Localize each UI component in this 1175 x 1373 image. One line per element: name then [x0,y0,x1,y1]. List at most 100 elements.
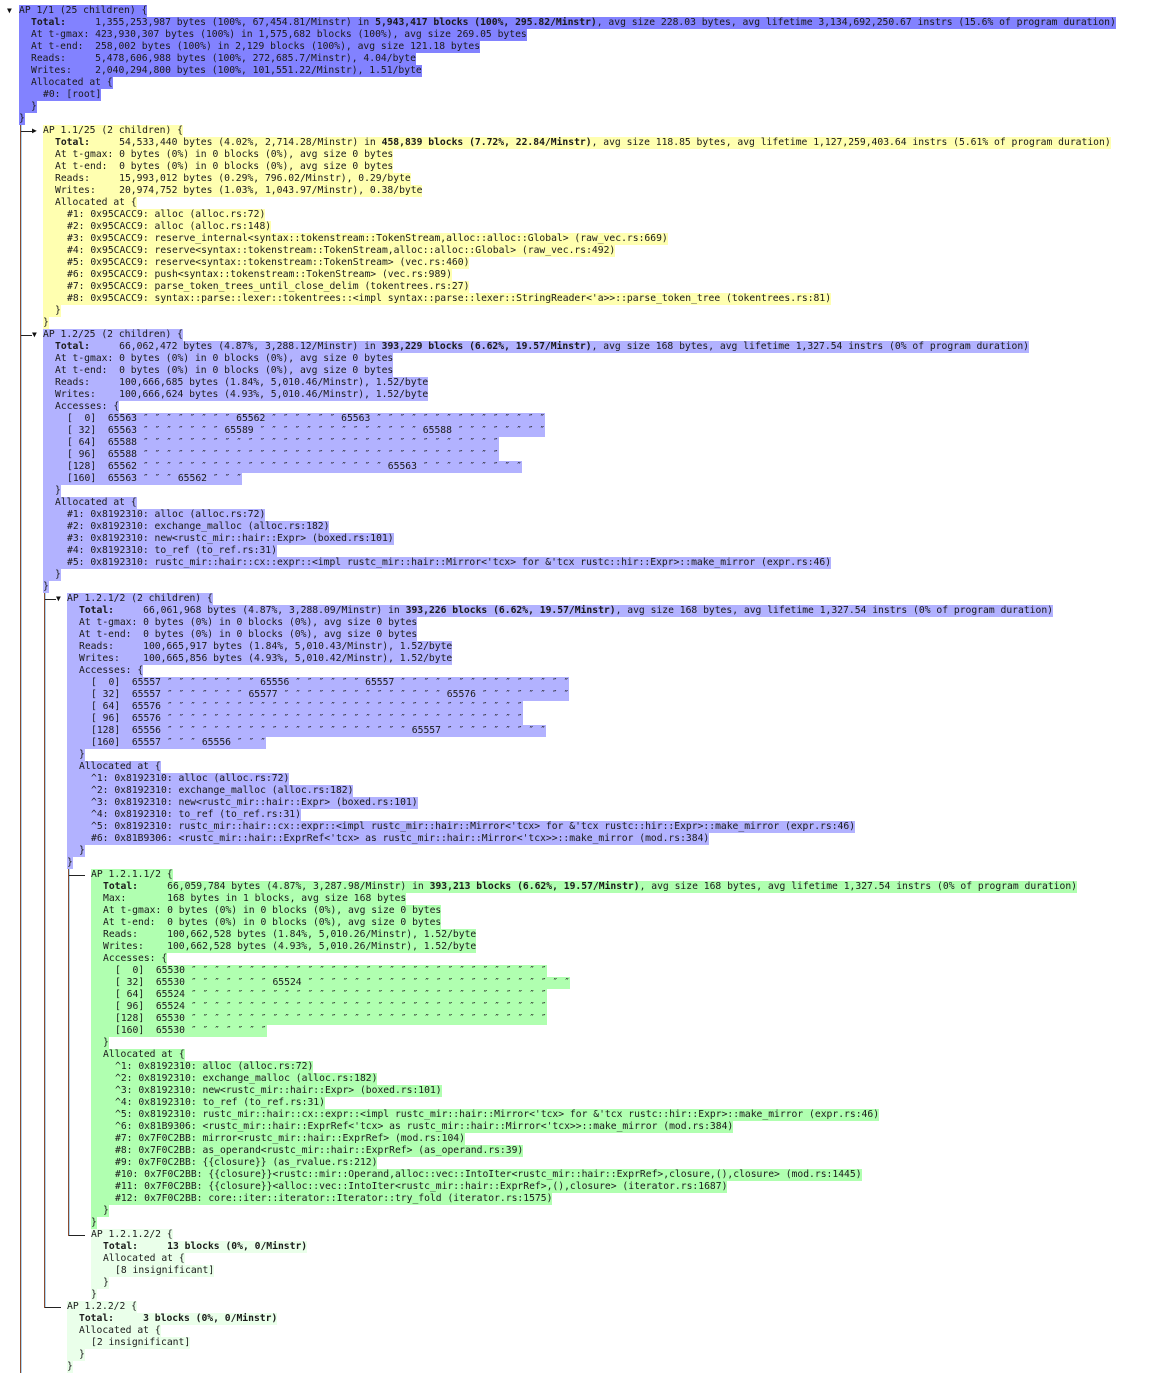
line-row: AP 1/1 (25 children) { [19,5,1116,17]
expand-toggle-icon[interactable]: ▼ [32,330,37,339]
line-row: [ 32] 65563 ″ ″ ″ ″ ″ ″ ″ 65589 ″ ″ ″ ″ ″… [43,425,1116,437]
stack-frame: ^1: 0x8192310: alloc (alloc.rs:72) [91,773,290,784]
line-row: AP 1.2.1/2 (2 children) { [67,593,1116,605]
reads-value: 15,993,012 bytes (0.29%, 796.02/Minstr),… [119,173,411,184]
tend-value: 0 bytes (0%) in 0 blocks (0%), avg size … [119,161,394,172]
brace: } [31,101,37,112]
node-header-label[interactable]: AP 1/1 (25 children) { [19,5,148,16]
total-bytes: 66,061,968 bytes (4.87%, 3,288.09/Minstr… [143,605,406,616]
gmax-label: At t-gmax: [79,617,138,628]
node-content: AP 1.2.1.1/2 {Total: 66,059,784 bytes (4.… [67,869,1116,1229]
allocated-label: Allocated at { [55,197,137,208]
accesses-close: } [43,485,61,497]
access-offset: [128] [115,1013,145,1024]
line-row: [ 96] 65524 ″ ″ ″ ″ ″ ″ ″ ″ ″ ″ ″ ″ ″ ″ ″… [91,1001,1116,1013]
node-header-label[interactable]: AP 1.1/25 (2 children) { [43,125,183,136]
stack-frame: #7: 0x95CACC9: parse_token_trees_until_c… [67,281,470,292]
gmax-label: At t-gmax: [55,149,114,160]
writes-row: Writes: 100,665,856 bytes (4.93%, 5,010.4… [67,653,453,665]
line-row: Accesses: { [43,401,1116,413]
access-offset: [ 0] [67,413,97,424]
line-row: #5: 0x95CACC9: reserve<syntax::tokenstre… [43,257,1116,269]
line-row: #12: 0x7F0C2BB: core::iter::iterator::It… [91,1193,1116,1205]
line-row: AP 1.2.2/2 { [67,1301,1116,1313]
allocated-label: Allocated at { [79,1325,161,1336]
allocated-header: Allocated at { [67,1325,161,1337]
node-header-label[interactable]: AP 1.2.1/2 (2 children) { [67,593,213,604]
node-header-label[interactable]: AP 1.2.1.1/2 { [91,869,173,880]
total-bytes: 66,062,472 bytes (4.87%, 3,288.12/Minstr… [119,341,382,352]
line-row: Accesses: { [91,953,1116,965]
line-row: ^5: 0x8192310: rustc_mir::hair::cx::expr… [91,1109,1116,1121]
line-row: At t-gmax: 0 bytes (0%) in 0 blocks (0%),… [43,149,1116,161]
stack-frame-row: #6: 0x81B9306: <rustc_mir::hair::ExprRef… [67,833,710,845]
reads-value: 100,665,917 bytes (1.84%, 5,010.43/Minst… [143,641,453,652]
collapse-toggle-icon[interactable]: ▶ [32,126,37,135]
total-row: Total: 54,533,440 bytes (4.02%, 2,714.28/… [43,137,1111,149]
node-header-label[interactable]: AP 1.2.1.2/2 { [91,1229,173,1240]
node-header: AP 1.2.1/2 (2 children) { [67,593,213,605]
stack-frame-row: #5: 0x8192310: rustc_mir::hair::cx::expr… [43,557,832,569]
line-row: } [91,1217,1116,1229]
access-row: [ 0] 65563 ″ ″ ″ ″ ″ ″ ″ ″ 65562 ″ ″ ″ ″ … [43,413,546,425]
node-header: AP 1.2/25 (2 children) { [43,329,183,341]
writes-label: Writes: [31,65,72,76]
reads-row: Reads: 100,665,917 bytes (1.84%, 5,010.43… [67,641,453,653]
tree-connector-horizontal [69,875,85,876]
line-row: [ 96] 65576 ″ ″ ″ ″ ″ ″ ″ ″ ″ ″ ″ ″ ″ ″ ″… [67,713,1116,725]
tree-connector-horizontal [21,131,32,132]
stack-frame-row: ^5: 0x8192310: rustc_mir::hair::cx::expr… [91,1109,880,1121]
tree-connector-vertical [20,125,21,329]
writes-value: 2,040,294,800 bytes (100%, 101,551.22/Mi… [95,65,422,76]
stack-frame: ^5: 0x8192310: rustc_mir::hair::cx::expr… [91,821,856,832]
gmax-value: 0 bytes (0%) in 0 blocks (0%), avg size … [167,905,442,916]
allocated-close: } [67,845,85,857]
ap-tree: AP 1/1 (25 children) {Total: 1,355,253,98… [0,5,1116,1373]
brace: } [79,749,85,760]
line-row: [ 32] 65557 ″ ″ ″ ″ ″ ″ ″ 65577 ″ ″ ″ ″ ″… [67,689,1116,701]
line-row: Allocated at { [43,197,1116,209]
total-row: Total: 66,062,472 bytes (4.87%, 3,288.12/… [43,341,1030,353]
access-row: [ 64] 65524 ″ ″ ″ ″ ″ ″ ″ ″ ″ ″ ″ ″ ″ ″ ″… [91,989,547,1001]
stack-frame: #2: 0x8192310: exchange_malloc (alloc.rs… [67,521,330,532]
line-row: Max: 168 bytes in 1 blocks, avg size 168 … [91,893,1116,905]
tend-label: At t-end: [31,41,84,52]
expand-toggle-icon[interactable]: ▼ [56,594,61,603]
writes-row: Writes: 2,040,294,800 bytes (100%, 101,55… [19,65,422,77]
line-row: #2: 0x8192310: exchange_malloc (alloc.rs… [43,521,1116,533]
node-header-label[interactable]: AP 1.2.2/2 { [67,1301,137,1312]
access-values: 65524 ″ ″ ″ ″ ″ ″ ″ ″ ″ ″ ″ ″ ″ ″ ″ ″ ″ … [155,1001,547,1012]
total-label: Total: [55,137,90,148]
node-close: } [67,857,73,869]
node-close: } [91,1217,97,1229]
expand-toggle-icon[interactable]: ▼ [7,6,12,15]
total-blocks: 458,839 blocks (7.72%, 22.84/Minstr) [381,137,592,148]
stack-frame-row: [8 insignificant] [91,1265,215,1277]
line-row: } [91,1289,1116,1301]
total-row: Total: 3 blocks (0%, 0/Minstr) [67,1313,278,1325]
line-row: Allocated at { [67,1325,1116,1337]
line-row: At t-gmax: 0 bytes (0%) in 0 blocks (0%),… [43,353,1116,365]
access-row: [160] 65557 ″ ″ ″ 65556 ″ ″ ″ [67,737,266,749]
allocated-header: Allocated at { [43,497,137,509]
line-row: Total: 13 blocks (0%, 0/Minstr) [91,1241,1116,1253]
access-offset: [ 96] [115,1001,145,1012]
total-row: Total: 1,355,253,987 bytes (100%, 67,454.… [19,17,1116,29]
line-row: #0: [root] [19,89,1116,101]
stack-frame: #10: 0x7F0C2BB: {{closure}}<rustc::mir::… [115,1169,862,1180]
line-row: [ 64] 65524 ″ ″ ″ ″ ″ ″ ″ ″ ″ ″ ″ ″ ″ ″ ″… [91,989,1116,1001]
access-offset: [128] [91,725,121,736]
max-value: 168 bytes in 1 blocks, avg size 168 byte… [167,893,407,904]
node-close: } [91,1289,97,1301]
node-header-label[interactable]: AP 1.2/25 (2 children) { [43,329,183,340]
access-row: [ 0] 65530 ″ ″ ″ ″ ″ ″ ″ ″ ″ ″ ″ ″ ″ ″ ″ … [91,965,547,977]
stack-frame-row: ^4: 0x8192310: to_ref (to_ref.rs:31) [91,1097,325,1109]
allocated-header: Allocated at { [43,197,137,209]
brace: } [55,569,61,580]
node-close: } [43,581,49,593]
tend-row: At t-end: 0 bytes (0%) in 0 blocks (0%), … [67,629,418,641]
reads-row: Reads: 5,478,606,988 bytes (100%, 272,685… [19,53,416,65]
line-row: [ 0] 65530 ″ ″ ″ ″ ″ ″ ″ ″ ″ ″ ″ ″ ″ ″ ″ … [91,965,1116,977]
total-row: Total: 13 blocks (0%, 0/Minstr) [91,1241,308,1253]
stack-frame: ^3: 0x8192310: new<rustc_mir::hair::Expr… [115,1085,442,1096]
